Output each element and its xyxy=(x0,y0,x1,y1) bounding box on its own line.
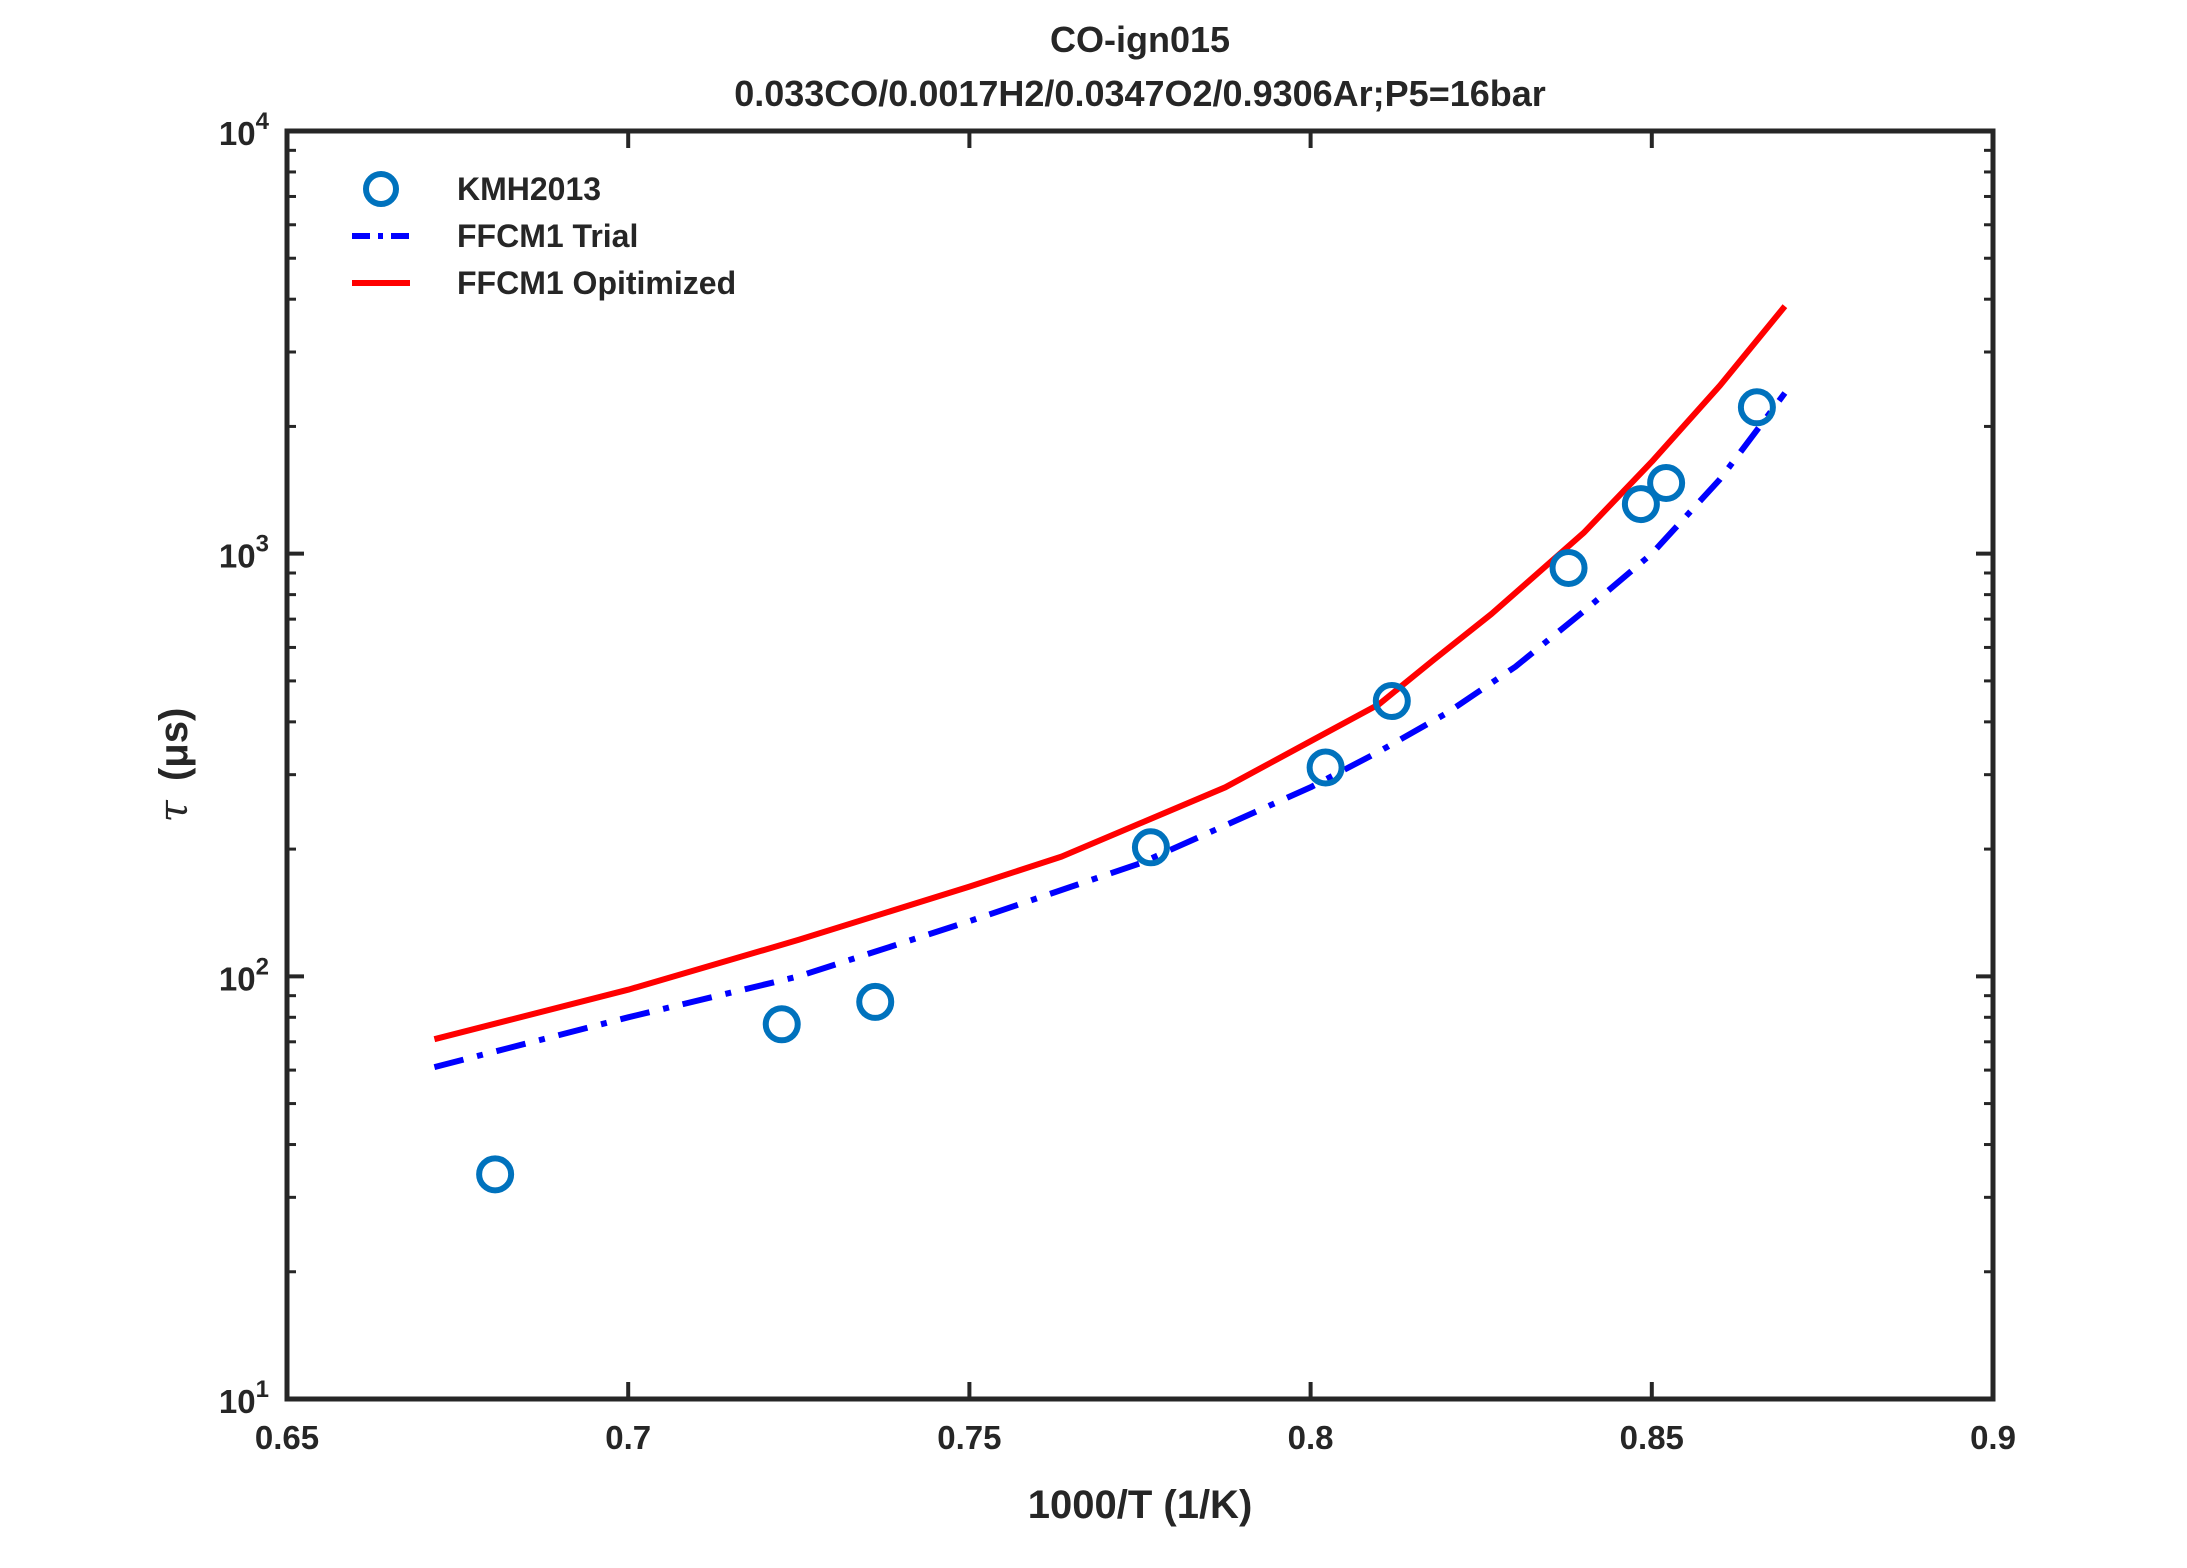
data-point-kmh2013 xyxy=(1647,463,1686,502)
y-tick-label-exponent: 3 xyxy=(256,531,269,558)
legend-label: KMH2013 xyxy=(457,171,601,207)
x-tick-label: 0.8 xyxy=(1288,1419,1334,1456)
series-layer xyxy=(433,304,1788,1194)
y-tick-label-exponent: 4 xyxy=(256,108,270,135)
y-tick-label: 103 xyxy=(219,531,269,575)
y-axis-label-unit: (μs) xyxy=(152,708,196,781)
y-axis-label: τ (μs) xyxy=(151,708,197,823)
y-tick-label-base: 10 xyxy=(219,538,256,575)
x-tick-labels: 0.65 0.7 0.75 0.8 0.85 0.9 xyxy=(255,1419,2016,1456)
axes-background xyxy=(287,131,1993,1399)
chart-subtitle: 0.033CO/0.0017H2/0.0347O2/0.9306Ar;P5=16… xyxy=(734,73,1546,114)
y-tick-label: 102 xyxy=(219,953,269,997)
x-tick-label: 0.7 xyxy=(605,1419,651,1456)
y-tick-label-base: 10 xyxy=(219,115,256,152)
y-tick-label-exponent: 1 xyxy=(256,1376,269,1403)
y-tick-label: 104 xyxy=(219,108,270,152)
data-point-kmh2013 xyxy=(476,1155,515,1194)
x-axis-label: 1000/T (1/K) xyxy=(1028,1483,1253,1527)
legend-marker-kmh2013 xyxy=(363,171,399,207)
x-tick-label: 0.9 xyxy=(1970,1419,2016,1456)
legend-label: FFCM1 Trial xyxy=(457,218,638,254)
data-point-kmh2013 xyxy=(762,1005,801,1044)
axes-box xyxy=(284,128,1996,1402)
data-point-kmh2013 xyxy=(1737,388,1776,427)
series-line-ffcm1-opitimized xyxy=(433,304,1788,1043)
data-point-kmh2013 xyxy=(1372,682,1411,721)
data-point-kmh2013 xyxy=(1621,485,1660,524)
data-point-kmh2013 xyxy=(1549,548,1588,587)
x-tick-label: 0.65 xyxy=(255,1419,319,1456)
y-tick-label: 101 xyxy=(219,1376,269,1420)
y-tick-label-exponent: 2 xyxy=(256,953,269,980)
data-point-kmh2013 xyxy=(856,982,895,1021)
plot-area xyxy=(284,128,1996,1402)
data-point-kmh2013 xyxy=(1131,828,1170,867)
legend-label: FFCM1 Opitimized xyxy=(457,265,736,301)
x-tick-label: 0.85 xyxy=(1620,1419,1684,1456)
data-point-kmh2013 xyxy=(1306,748,1345,787)
chart-title: CO-ign015 xyxy=(1050,19,1230,60)
y-axis-label-symbol: τ xyxy=(151,799,197,822)
y-tick-label-base: 10 xyxy=(219,960,256,997)
legend: KMH2013 FFCM1 Trial FFCM1 Opitimized xyxy=(352,171,736,301)
x-tick-label: 0.75 xyxy=(937,1419,1001,1456)
y-tick-label-base: 10 xyxy=(219,1383,256,1420)
